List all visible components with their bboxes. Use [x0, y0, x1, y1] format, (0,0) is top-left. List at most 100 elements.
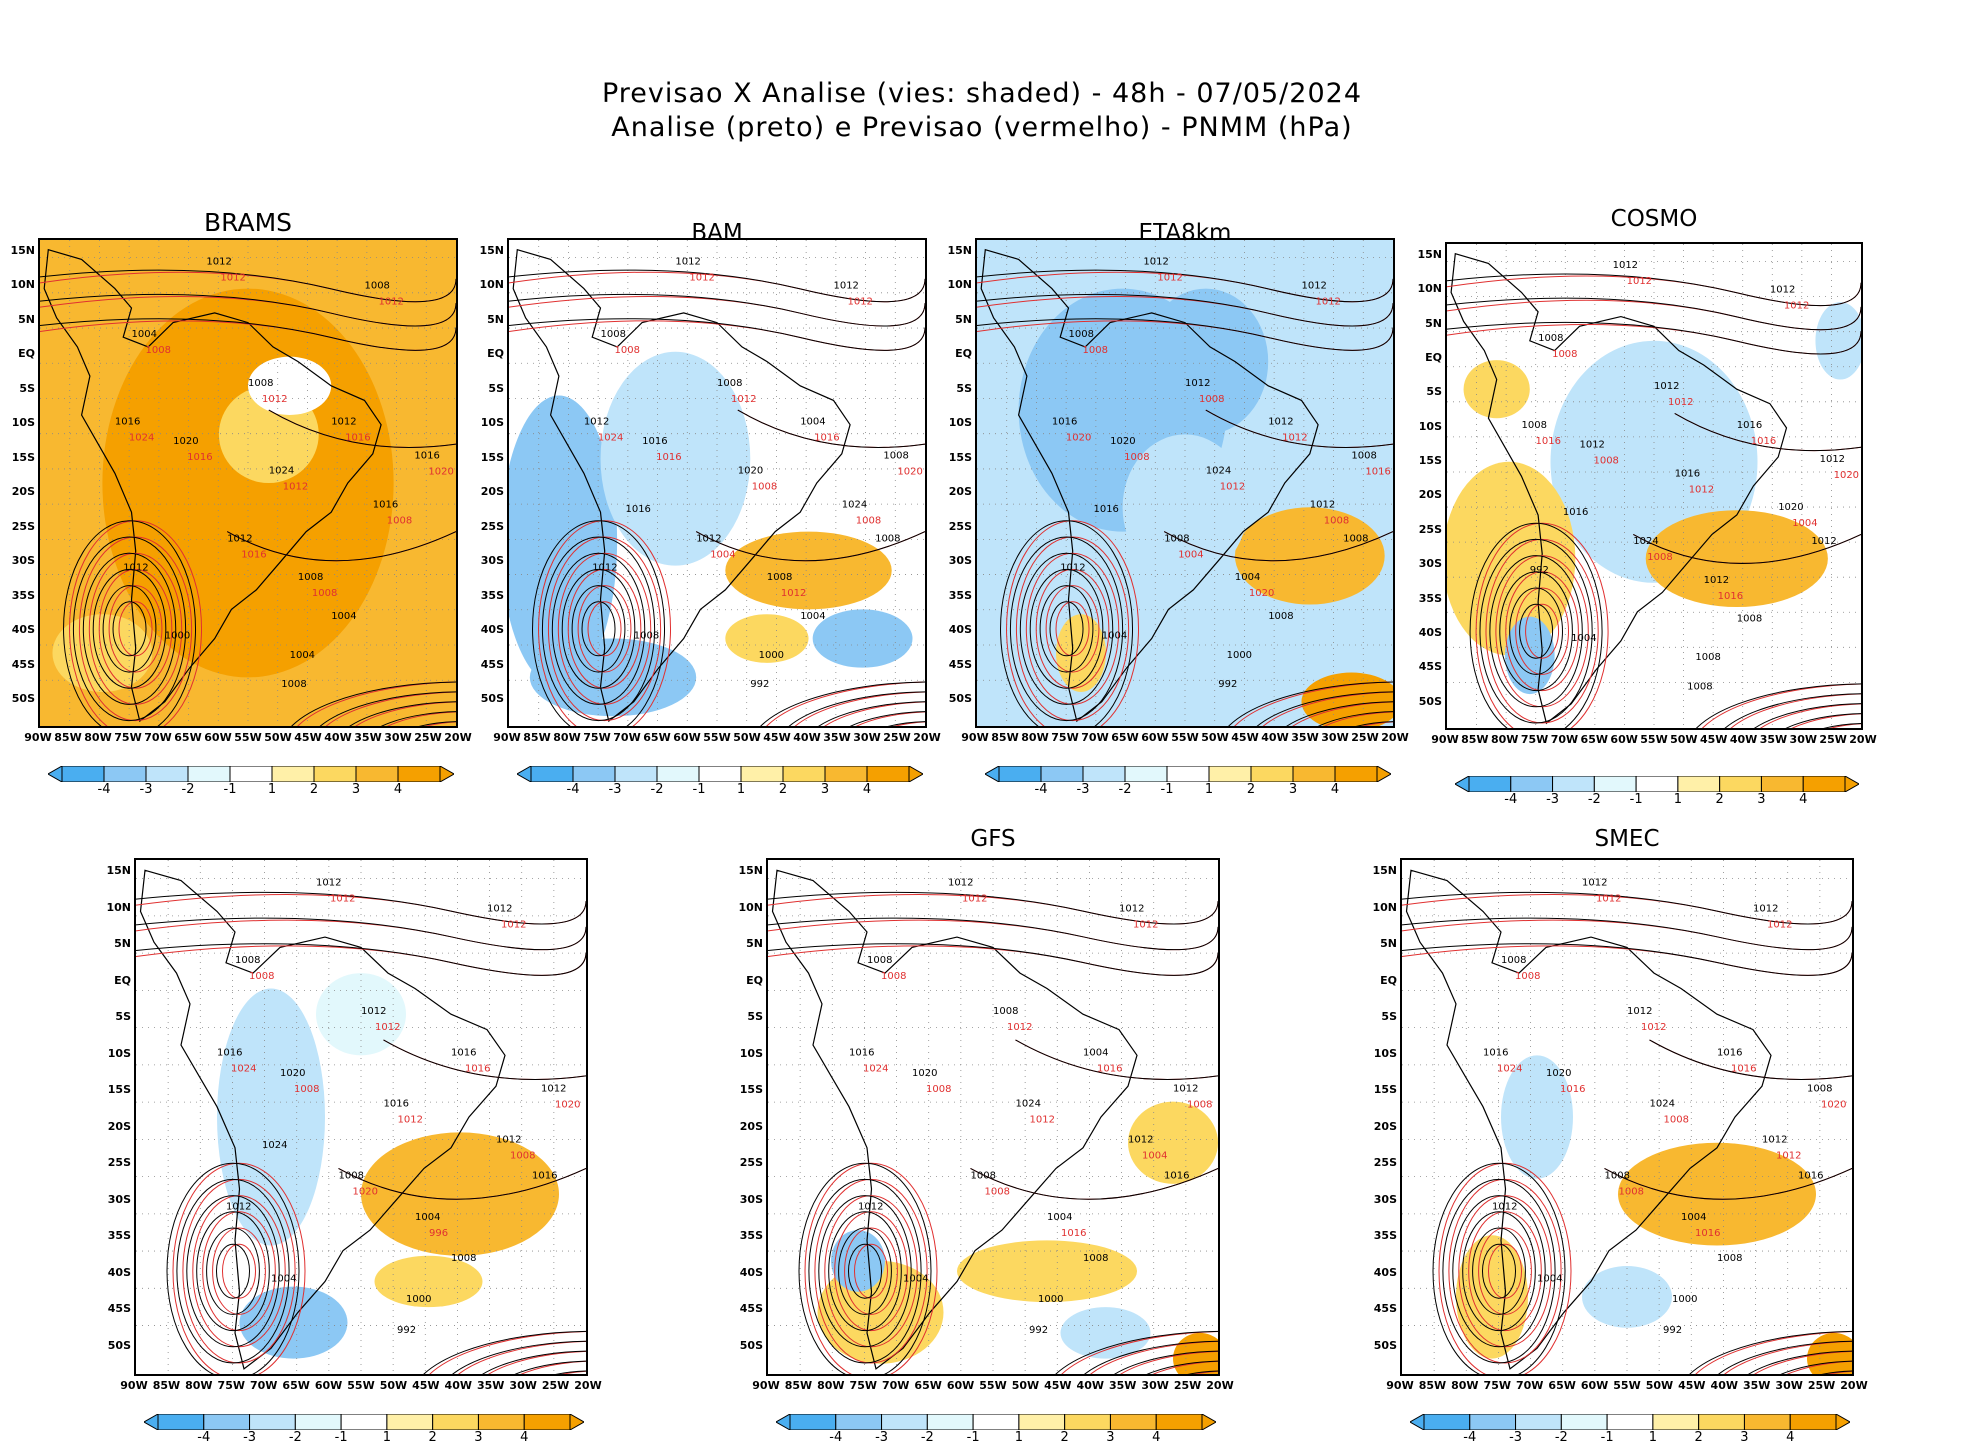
colorbar-segment: [1515, 1413, 1562, 1431]
black-isobar-label: 1004: [331, 611, 356, 622]
lon-tick-label: 50W: [1011, 1379, 1040, 1392]
black-isobar-label: 1000: [406, 1294, 431, 1305]
colorbar-tick-label: -1: [692, 782, 706, 797]
black-isobar-label: 1012: [541, 1083, 566, 1094]
colorbar-tick-label: -4: [566, 782, 580, 797]
red-isobar-label: 1016: [656, 452, 681, 463]
colorbar-right-arrow: [1844, 775, 1861, 793]
black-isobar-label: 1012: [1492, 1202, 1517, 1213]
colorbar-segment: [1166, 765, 1210, 783]
lon-tick-label: 30W: [384, 731, 412, 744]
black-isobar-label: 1012: [1143, 256, 1168, 267]
red-isobar-label: 1008: [387, 515, 412, 526]
lat-tick-label: 30S: [11, 554, 35, 568]
lat-tick-label: EQ: [18, 347, 35, 361]
lat-tick-label: 35S: [1373, 1229, 1397, 1243]
bias-area: [1504, 616, 1555, 695]
black-isobar-label: 1016: [849, 1047, 874, 1058]
black-isobar-label: 1012: [1310, 499, 1335, 510]
black-isobar-label: 1008: [634, 631, 659, 642]
lat-tick-label: 20S: [480, 485, 504, 499]
red-isobar-label: 1024: [598, 433, 623, 444]
lat-tick-label: EQ: [746, 973, 763, 987]
lon-tick-label: 85W: [991, 731, 1019, 744]
lat-tick-label: 45S: [1418, 660, 1442, 674]
red-isobar-label: 1012: [1627, 276, 1652, 287]
red-isobar-label: 1008: [1124, 452, 1149, 463]
black-isobar-label: 1004: [1571, 633, 1596, 644]
red-isobar-label: 1012: [220, 272, 245, 283]
lon-tick-label: 80W: [817, 1379, 845, 1392]
lat-tick-label: 50S: [948, 692, 972, 706]
bias-area: [1122, 434, 1248, 581]
red-isobar-label: 1020: [428, 467, 453, 478]
bias-area: [239, 1286, 348, 1359]
colorbar: -4 -3 -2 -1 1 2 3 4: [142, 1413, 586, 1450]
lat-tick-label: 5N: [955, 312, 972, 326]
red-isobar-label: 1016: [1097, 1063, 1122, 1074]
colorbar-tick-label: -2: [650, 782, 664, 797]
lon-tick-label: 45W: [1044, 1379, 1072, 1392]
lon-tick-label: 30W: [509, 1379, 537, 1392]
colorbar-tick-label: 2: [428, 1430, 437, 1445]
black-isobar-label: 1004: [1083, 1047, 1108, 1058]
black-isobar-label: 992: [1218, 679, 1237, 690]
red-isobar-label: 1012: [262, 394, 287, 405]
lon-tick-label: 55W: [979, 1379, 1007, 1392]
black-isobar-label: 1000: [1672, 1294, 1697, 1305]
red-isobar-label: 1016: [187, 452, 212, 463]
colorbar-tick-label: -1: [334, 1430, 348, 1445]
lon-tick-label: 80W: [84, 731, 112, 744]
lon-tick-label: 40W: [793, 731, 821, 744]
black-isobar-label: 1000: [1227, 650, 1252, 661]
lon-tick-label: 80W: [185, 1379, 213, 1392]
lon-tick-label: 30W: [1321, 731, 1349, 744]
colorbar-tick-label: 4: [393, 782, 403, 797]
red-isobar-label: 1008: [752, 481, 777, 492]
black-isobar-label: 1004: [1681, 1212, 1706, 1223]
lon-tick-label: 25W: [541, 1379, 570, 1392]
lat-tick-label: 30S: [480, 554, 504, 568]
colorbar-tick-label: -4: [1504, 792, 1518, 807]
bias-area: [1128, 1101, 1218, 1184]
colorbar-tick-label: 3: [1106, 1430, 1115, 1445]
bias-area: [1815, 302, 1861, 380]
lat-tick-label: 10N: [738, 900, 763, 914]
lat-tick-label: 15N: [1372, 864, 1397, 878]
black-isobar-label: 1020: [1110, 436, 1135, 447]
colorbar-segment: [1510, 775, 1554, 793]
colorbar-segment: [1334, 765, 1378, 783]
lat-tick-label: 10S: [480, 416, 504, 430]
black-isobar-label: 1012: [858, 1202, 883, 1213]
lat-tick-label: 35S: [107, 1229, 131, 1243]
black-isobar-label: 1024: [842, 499, 867, 510]
colorbar-right-arrow: [439, 765, 456, 783]
red-isobar-label: 1012: [1157, 272, 1182, 283]
black-isobar-label: 1008: [1807, 1083, 1832, 1094]
red-isobar-label: 1008: [1552, 349, 1577, 360]
black-isobar-label: 1008: [1538, 333, 1563, 344]
lon-tick-label: 55W: [234, 731, 262, 744]
colorbar-tick-label: 2: [1715, 792, 1724, 807]
map-canvas: 1012 1012 1008 1012 1016 1008 1016 1020 1024 1012…: [1402, 860, 1852, 1374]
black-isobar-label: 1008: [1501, 955, 1526, 966]
lon-tick-label: 75W: [583, 731, 611, 744]
colorbar-tick-label: -3: [608, 782, 622, 797]
black-isobar-label: 1012: [1770, 284, 1795, 295]
black-isobar-label: 1016: [1798, 1171, 1823, 1182]
lat-tick-label: 20S: [11, 485, 35, 499]
colorbar-segment: [229, 765, 273, 783]
lat-tick-label: 25S: [1418, 522, 1442, 536]
lon-tick-label: 75W: [1051, 731, 1079, 744]
lat-tick-label: 5S: [115, 1010, 131, 1024]
red-isobar-label: 1008: [1647, 552, 1672, 563]
black-isobar-label: 1008: [1268, 611, 1293, 622]
lon-tick-label: 50W: [379, 1379, 408, 1392]
lat-tick-label: 40S: [480, 623, 504, 637]
colorbar-segment: [1560, 1413, 1608, 1431]
colorbar-tick-label: -2: [1587, 792, 1601, 807]
colorbar-segment: [656, 765, 700, 783]
black-isobar-label: 1012: [1811, 536, 1836, 547]
red-isobar-label: 1012: [1030, 1115, 1055, 1126]
red-isobar-label: 1012: [962, 894, 987, 905]
